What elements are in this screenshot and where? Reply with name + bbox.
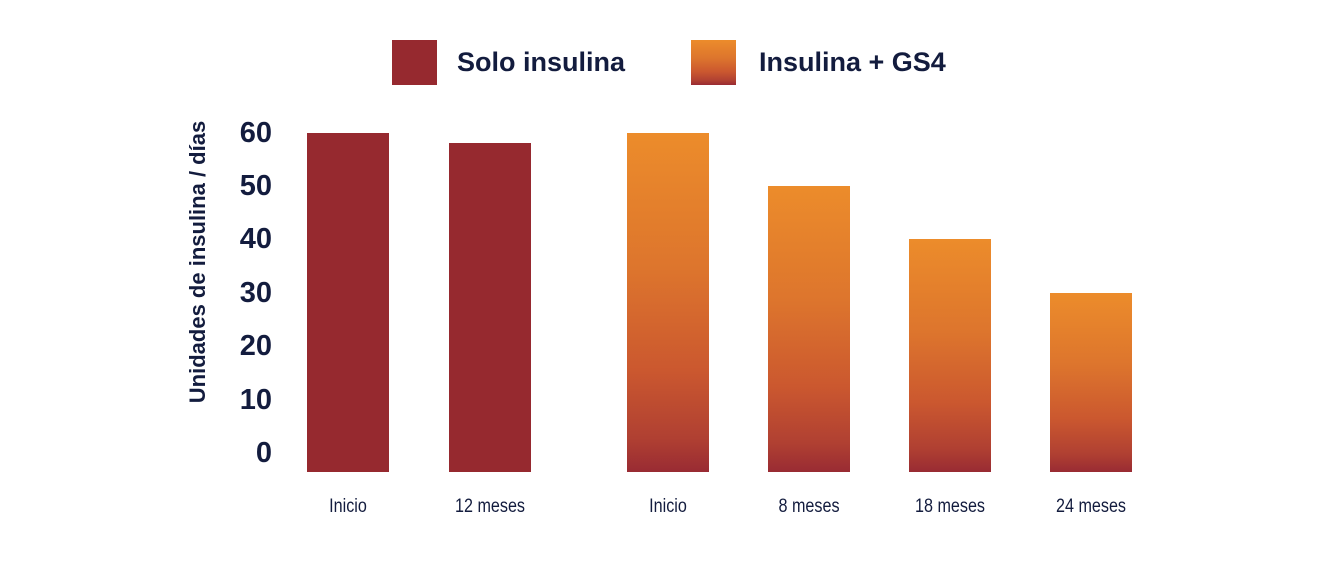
y-tick-label-50: 50: [239, 170, 272, 202]
bar-insulina-gs4-18-meses: [909, 239, 991, 472]
y-tick-label-30: 30: [239, 276, 272, 309]
bar-insulina-gs4-24-meses: [1050, 292, 1132, 472]
x-tick-label: 18 meses: [914, 496, 986, 517]
legend-label-insulina-gs4: Insulina + GS4: [759, 47, 946, 77]
x-tick-label: 24 meses: [1055, 496, 1127, 517]
x-tick-label: 8 meses: [778, 496, 840, 517]
bar-solo-insulina-inicio: [307, 132, 389, 472]
x-tick-label: Inicio: [329, 496, 367, 517]
x-tick-label: 12 meses: [454, 496, 526, 517]
y-tick-label-20: 20: [239, 330, 272, 363]
y-tick-label-60: 60: [239, 116, 272, 149]
legend-swatch-insulina-gs4: [691, 40, 736, 85]
bar-solo-insulina-12-meses: [449, 143, 531, 472]
y-tick-label-0: 0: [255, 437, 272, 469]
y-tick-label-10: 10: [239, 383, 272, 416]
y-tick-label-40: 40: [239, 223, 272, 256]
x-tick-label: Inicio: [649, 496, 687, 517]
bar-insulina-gs4-8-meses: [768, 186, 850, 472]
bar-insulina-gs4-inicio: [627, 132, 709, 472]
legend-swatch-solo-insulina: [392, 40, 437, 85]
legend-label-solo-insulina: Solo insulina: [457, 47, 626, 77]
